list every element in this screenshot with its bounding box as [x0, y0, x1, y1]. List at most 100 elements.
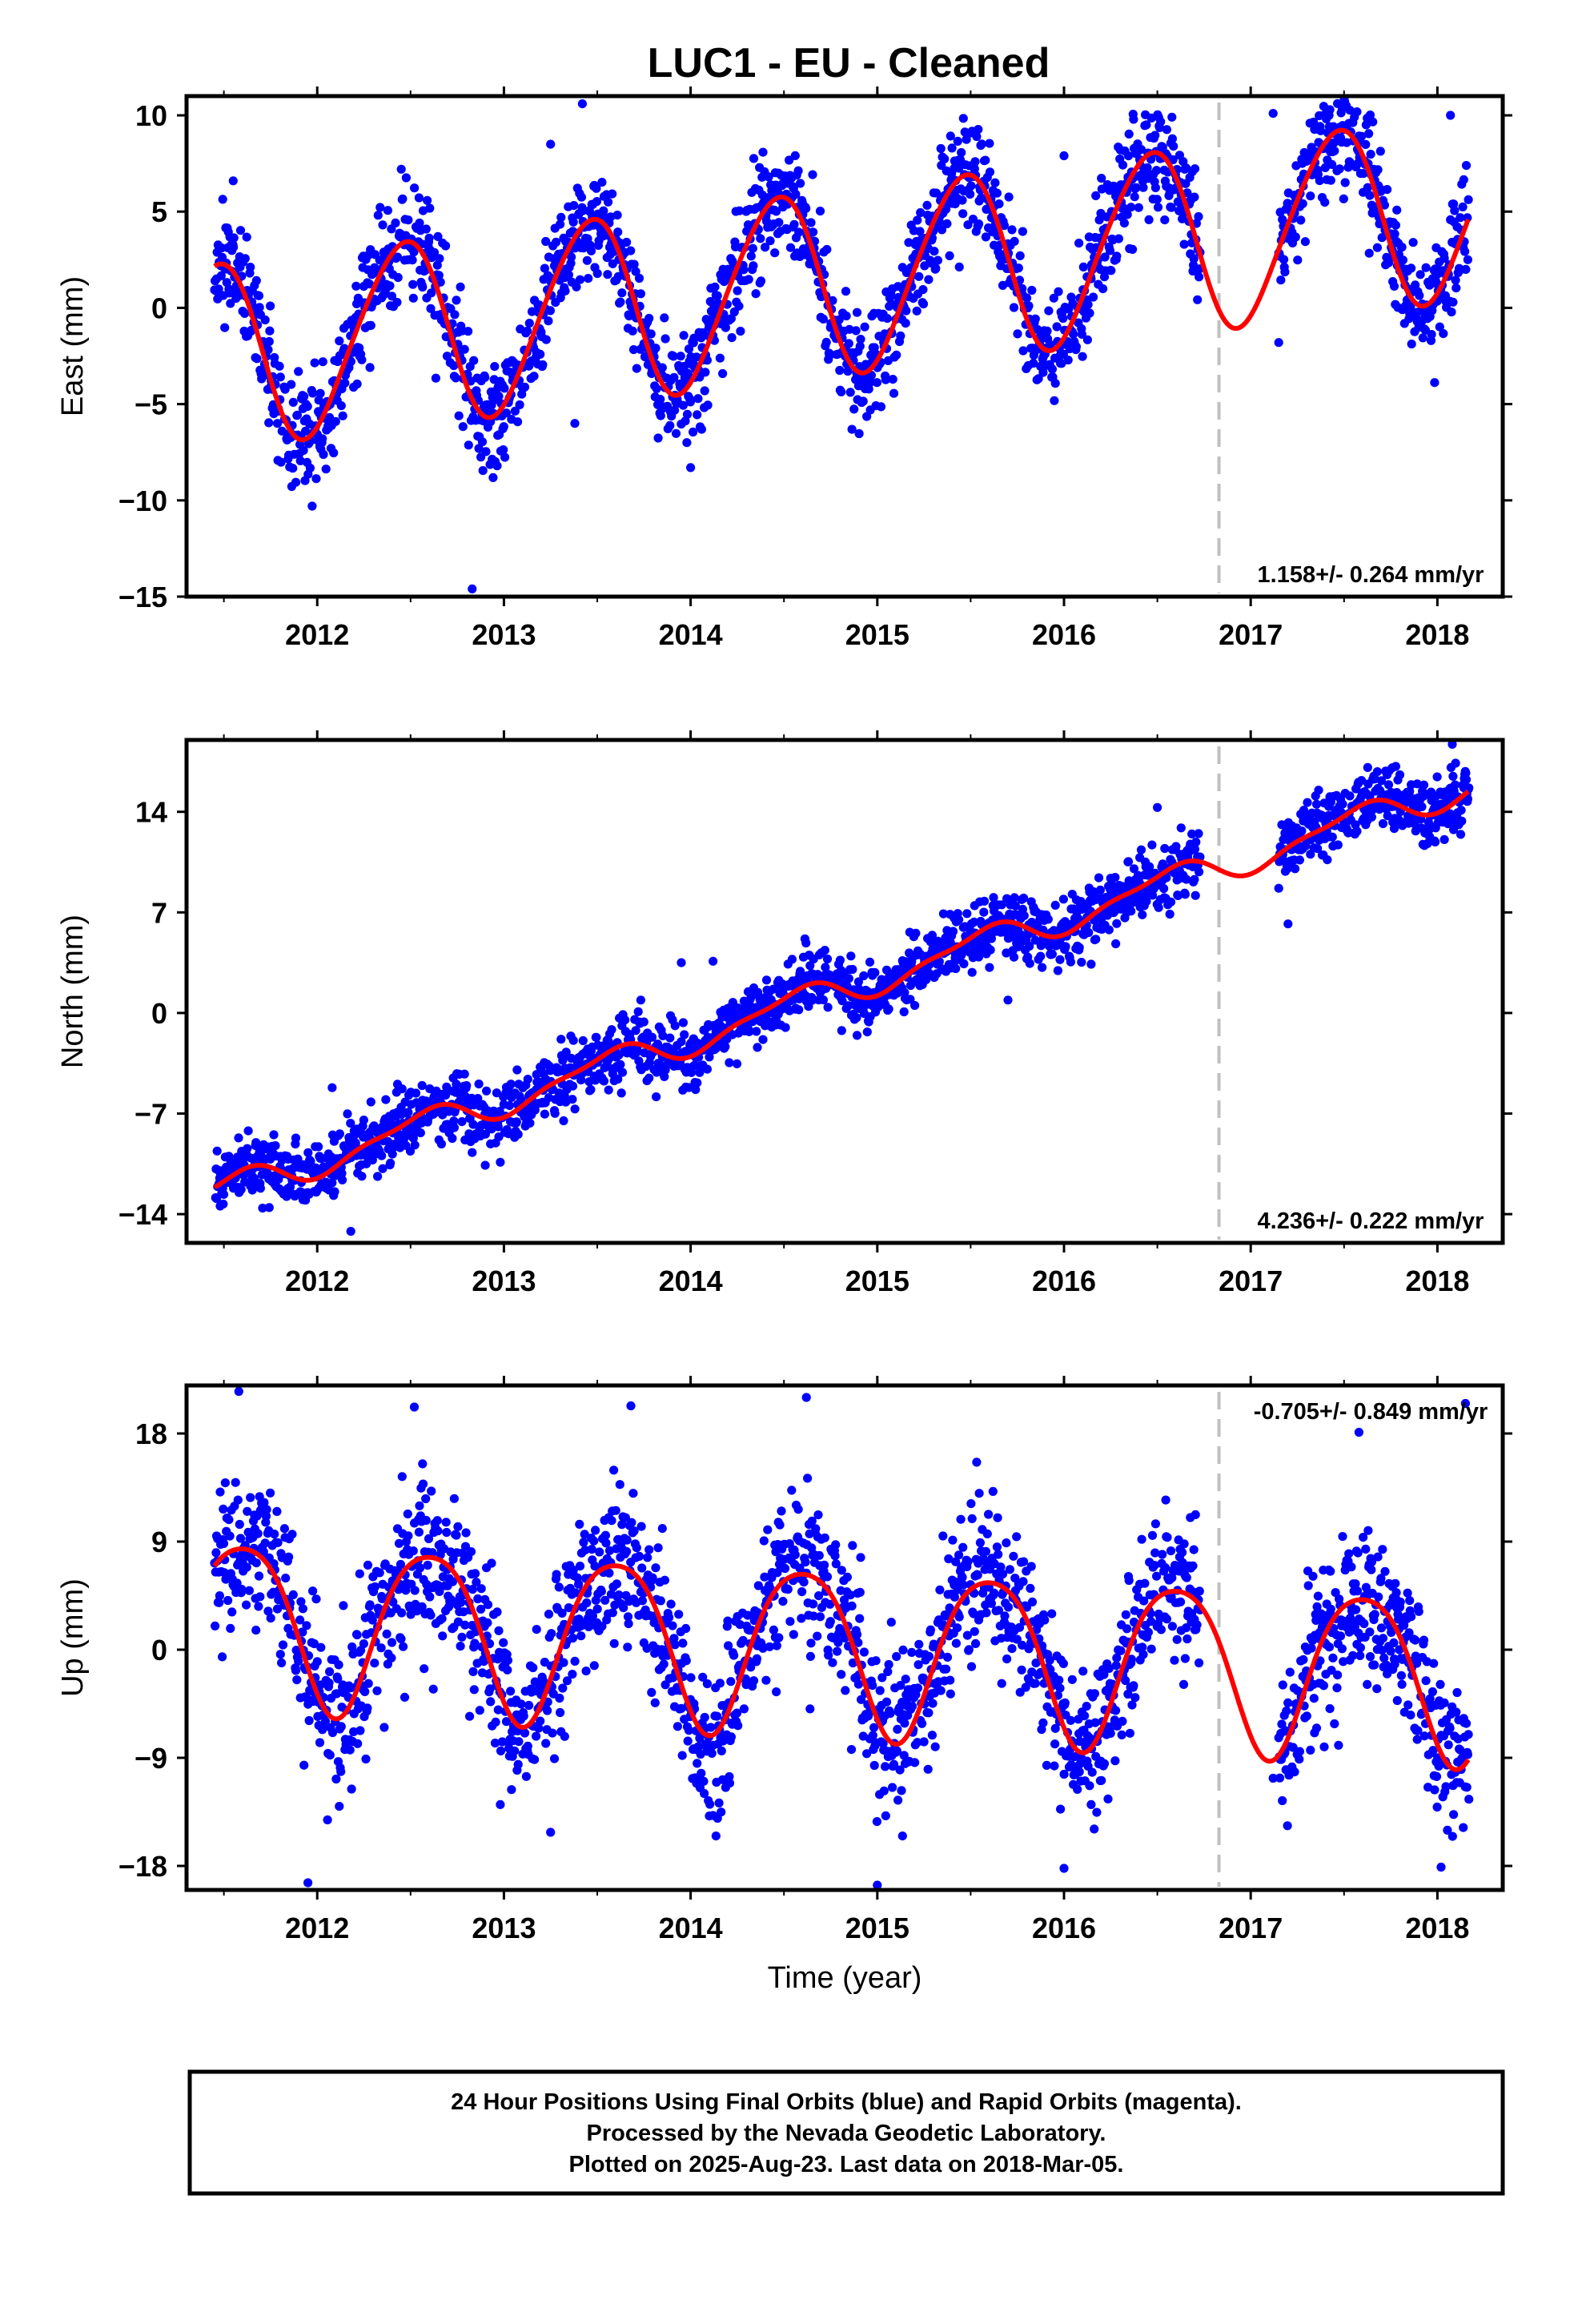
north-point — [550, 1108, 560, 1118]
east-point — [597, 178, 607, 187]
east-point — [844, 339, 853, 348]
east-point — [1359, 169, 1368, 179]
east-point — [576, 192, 587, 202]
north-point — [1074, 943, 1084, 952]
east-point — [770, 248, 780, 258]
east-point — [715, 353, 725, 363]
east-point — [1050, 396, 1059, 405]
north-point — [357, 1172, 367, 1181]
east-point — [540, 263, 550, 273]
east-x-tick-label: 2016 — [1032, 618, 1096, 651]
east-y-tick-label: −5 — [135, 388, 167, 421]
east-point — [1300, 237, 1310, 247]
north-point — [1338, 799, 1347, 809]
up-point — [404, 1531, 413, 1541]
east-point — [1447, 308, 1456, 317]
east-point — [469, 356, 479, 365]
east-point — [608, 189, 617, 199]
east-point — [418, 282, 428, 292]
up-point — [559, 1658, 568, 1667]
east-point — [801, 203, 811, 213]
east-y-tick-label: −15 — [118, 581, 167, 613]
north-point — [1159, 883, 1169, 894]
east-point — [1142, 163, 1152, 173]
up-point — [591, 1526, 600, 1535]
east-point — [1169, 142, 1178, 151]
east-point — [924, 275, 934, 284]
north-point — [1047, 949, 1057, 959]
east-point — [1150, 131, 1160, 140]
north-point — [1345, 791, 1355, 801]
north-point — [807, 995, 817, 1005]
north-point — [1160, 843, 1170, 854]
east-point — [1389, 281, 1399, 291]
up-point — [615, 1480, 624, 1490]
north-point — [1077, 958, 1086, 967]
east-point — [1112, 251, 1122, 261]
east-point — [646, 329, 656, 339]
east-point — [449, 361, 459, 371]
east-point — [815, 207, 825, 216]
up-point — [600, 1530, 611, 1540]
east-point — [288, 464, 298, 473]
east-point — [288, 397, 298, 407]
east-point — [408, 255, 417, 265]
north-point — [468, 1120, 478, 1129]
north-point — [219, 1189, 229, 1199]
east-point — [1119, 219, 1129, 228]
up-point — [555, 1693, 564, 1703]
up-point — [673, 1722, 683, 1731]
east-outlier-point — [773, 168, 783, 178]
north-point — [452, 1080, 461, 1089]
east-point — [364, 279, 374, 289]
up-point — [581, 1667, 591, 1676]
east-point — [860, 322, 869, 332]
east-point — [240, 254, 250, 263]
north-point — [378, 1164, 387, 1173]
north-point — [243, 1144, 252, 1153]
east-x-tick-label: 2013 — [472, 618, 536, 651]
east-point — [765, 236, 775, 246]
east-x-tick-label: 2017 — [1219, 618, 1283, 651]
north-point — [1395, 770, 1405, 780]
east-point — [318, 357, 327, 367]
east-point — [1024, 301, 1034, 311]
east-point — [1276, 275, 1286, 285]
north-point — [269, 1130, 279, 1140]
north-outlier-point — [1153, 802, 1162, 812]
up-point — [235, 1519, 244, 1530]
north-point — [1180, 890, 1190, 899]
east-point — [937, 225, 947, 235]
up-point — [254, 1571, 264, 1581]
north-point — [859, 971, 869, 981]
up-point — [226, 1623, 235, 1633]
north-point — [1352, 826, 1362, 836]
up-point — [656, 1596, 665, 1606]
east-point — [266, 301, 275, 311]
east-point — [1126, 203, 1136, 212]
east-point — [882, 314, 892, 324]
east-rate-label: 1.158+/- 0.264 mm/yr — [1258, 562, 1484, 588]
north-point — [604, 1054, 614, 1063]
east-outlier-point — [468, 584, 477, 594]
east-point — [311, 474, 321, 484]
east-point — [1078, 352, 1087, 361]
north-point — [1432, 772, 1442, 782]
north-point — [1191, 837, 1201, 847]
up-point — [219, 1504, 228, 1514]
east-point — [1189, 254, 1199, 263]
north-point — [1147, 840, 1157, 850]
north-point — [381, 1095, 391, 1104]
east-point — [294, 367, 303, 376]
north-point — [1165, 909, 1174, 919]
east-point — [628, 326, 637, 336]
east-point — [693, 394, 703, 404]
east-point — [634, 273, 644, 283]
north-point — [693, 1078, 702, 1088]
east-point — [790, 151, 800, 160]
up-point — [336, 1722, 346, 1731]
up-point — [428, 1684, 438, 1694]
north-point — [1055, 955, 1065, 964]
up-point — [528, 1663, 538, 1673]
up-point — [211, 1621, 220, 1630]
